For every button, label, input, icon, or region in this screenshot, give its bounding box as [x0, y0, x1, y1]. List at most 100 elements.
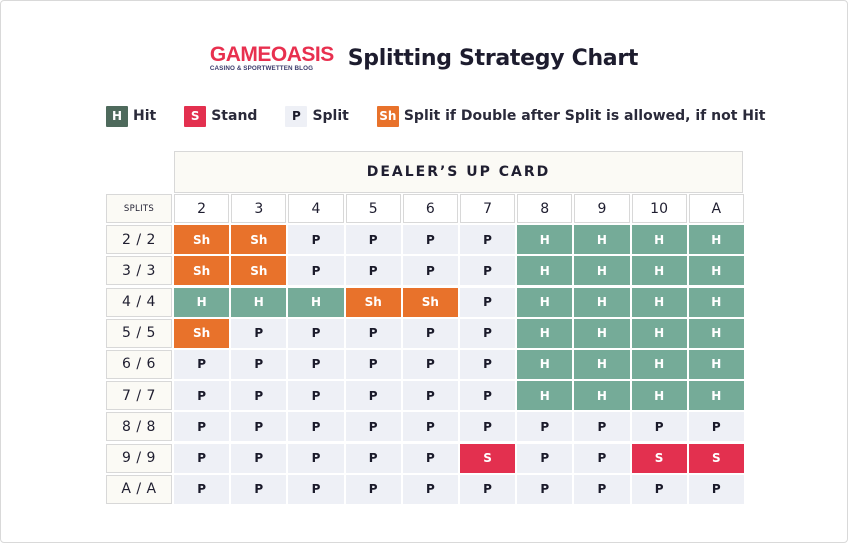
- strategy-cell: P: [231, 349, 287, 379]
- legend-item-split: P Split: [285, 105, 349, 127]
- strategy-cell: P: [174, 381, 230, 411]
- strategy-cell: P: [688, 412, 744, 442]
- strategy-cell: P: [688, 474, 744, 504]
- strategy-cell: P: [459, 287, 516, 317]
- strategy-cell: H: [517, 225, 573, 255]
- strategy-cell: H: [631, 225, 687, 255]
- strategy-cell: P: [402, 381, 458, 411]
- row-label: 4 / 4: [106, 287, 172, 317]
- legend-swatch-stand: S: [184, 105, 207, 127]
- strategy-cell: P: [459, 381, 516, 411]
- strategy-cell: P: [631, 412, 687, 442]
- column-header: 7: [459, 194, 516, 223]
- legend-item-split-double: Sh Split if Double after Split is allowe…: [376, 105, 766, 127]
- column-header: 9: [574, 194, 630, 223]
- strategy-cell: P: [231, 443, 287, 473]
- strategy-cell: H: [517, 349, 573, 379]
- strategy-cell: P: [288, 474, 344, 504]
- row-label: 6 / 6: [106, 349, 172, 379]
- strategy-cell: P: [231, 318, 287, 348]
- legend-item-stand: S Stand: [184, 105, 258, 127]
- legend-swatch-hit: H: [106, 105, 128, 127]
- strategy-cell: P: [288, 412, 344, 442]
- strategy-cell: P: [288, 381, 344, 411]
- strategy-cell: H: [631, 381, 687, 411]
- strategy-cell: H: [574, 287, 630, 317]
- strategy-cell: H: [688, 318, 744, 348]
- strategy-cell: H: [574, 225, 630, 255]
- strategy-cell: H: [574, 256, 630, 286]
- page-title: Splitting Strategy Chart: [347, 45, 639, 71]
- dealer-up-card-header: DEALER’S UP CARD: [174, 151, 743, 193]
- strategy-cell: H: [517, 287, 573, 317]
- strategy-cell: P: [459, 256, 516, 286]
- strategy-cell: H: [174, 287, 230, 317]
- column-header: 10: [631, 194, 687, 223]
- legend-item-hit: H Hit: [106, 105, 157, 127]
- column-header: 2: [174, 194, 230, 223]
- strategy-cell: P: [174, 474, 230, 504]
- strategy-cell: P: [231, 381, 287, 411]
- strategy-cell: S: [688, 443, 744, 473]
- strategy-cell: P: [459, 412, 516, 442]
- column-header: 8: [517, 194, 573, 223]
- strategy-cell: P: [345, 474, 401, 504]
- strategy-cell: P: [459, 474, 516, 504]
- strategy-cell: H: [574, 318, 630, 348]
- strategy-cell: P: [517, 412, 573, 442]
- strategy-cell: P: [574, 412, 630, 442]
- strategy-cell: H: [688, 381, 744, 411]
- column-header: A: [688, 194, 744, 223]
- column-header: 6: [402, 194, 458, 223]
- legend-label-split-double: Split if Double after Split is allowed, …: [403, 108, 766, 124]
- row-label: 9 / 9: [106, 443, 172, 473]
- strategy-cell: P: [517, 474, 573, 504]
- strategy-cell: H: [574, 381, 630, 411]
- strategy-cell: Sh: [402, 287, 458, 317]
- strategy-cell: H: [517, 318, 573, 348]
- strategy-cell: S: [631, 443, 687, 473]
- table-row: 3 / 3 Sh Sh P P P P H H H H: [106, 256, 746, 286]
- strategy-cell: P: [345, 381, 401, 411]
- strategy-cell: P: [231, 412, 287, 442]
- strategy-cell: Sh: [345, 287, 401, 317]
- column-header: 5: [345, 194, 401, 223]
- strategy-cell: P: [345, 349, 401, 379]
- strategy-cell: P: [174, 349, 230, 379]
- strategy-cell: Sh: [231, 225, 287, 255]
- legend-swatch-split-double: Sh: [376, 105, 399, 127]
- logo-wordmark: GAMEOASIS: [209, 42, 334, 66]
- table-row: 4 / 4 H H H Sh Sh P H H H H: [106, 287, 746, 317]
- strategy-cell: H: [631, 256, 687, 286]
- row-label: 8 / 8: [106, 412, 172, 442]
- strategy-cell: P: [288, 318, 344, 348]
- strategy-cell: P: [402, 412, 458, 442]
- table-row: 5 / 5 Sh P P P P P H H H H: [106, 318, 746, 348]
- strategy-cell: P: [231, 474, 287, 504]
- strategy-table: SPLITS 2 3 4 5 6 7 8 9 10 A 2 / 2 Sh Sh P P P…: [106, 194, 746, 506]
- strategy-cell: P: [402, 225, 458, 255]
- strategy-cell: P: [517, 443, 573, 473]
- strategy-cell: P: [459, 349, 516, 379]
- strategy-cell: Sh: [231, 256, 287, 286]
- strategy-cell: P: [174, 443, 230, 473]
- strategy-cell: P: [288, 443, 344, 473]
- strategy-cell: P: [288, 256, 344, 286]
- legend-label-hit: Hit: [133, 108, 157, 124]
- strategy-cell: P: [459, 225, 516, 255]
- strategy-cell: P: [345, 443, 401, 473]
- splits-corner-label: SPLITS: [106, 194, 172, 223]
- strategy-cell: P: [574, 443, 630, 473]
- column-header-row: SPLITS 2 3 4 5 6 7 8 9 10 A: [106, 194, 746, 223]
- strategy-cell: P: [402, 256, 458, 286]
- strategy-cell: P: [345, 256, 401, 286]
- strategy-cell: H: [688, 349, 744, 379]
- row-label: 5 / 5: [106, 318, 172, 348]
- strategy-cell: P: [402, 349, 458, 379]
- legend-label-stand: Stand: [211, 108, 258, 124]
